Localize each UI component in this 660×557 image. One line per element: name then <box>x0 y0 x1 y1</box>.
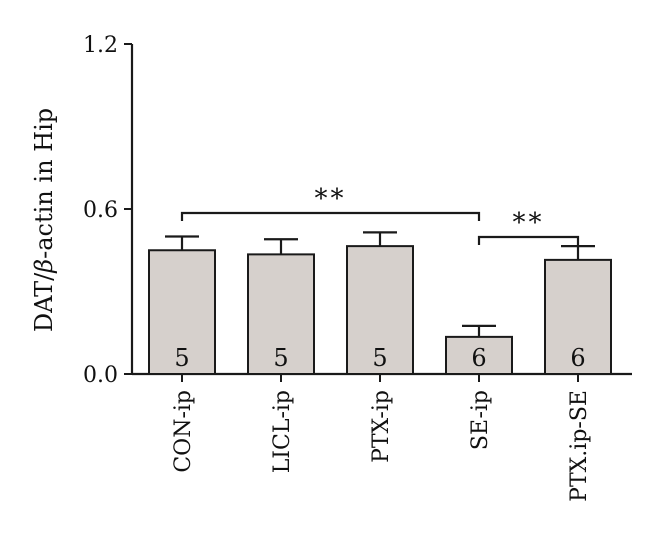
bar-n-label: 6 <box>471 344 486 372</box>
y-axis-label-suffix: -actin in Hip <box>30 108 58 259</box>
y-tick-label: 0.6 <box>83 198 118 223</box>
x-category-label: PTX.ip-SE <box>567 390 592 502</box>
plot-area: 0.0 0.6 1.2 5 CON-ip 5 LICL-ip 5 PTX-ip 6 SE-ip 6 PT… <box>83 33 632 502</box>
y-axis-label-greek: β <box>30 259 58 274</box>
significance-bracket <box>180 211 481 221</box>
y-tick-label: 1.2 <box>83 33 118 58</box>
y-axis-label: DAT/β-actin in Hip <box>30 108 58 332</box>
significance-label: ** <box>315 184 347 214</box>
bar-n-label: 5 <box>372 344 387 372</box>
x-category-label: SE-ip <box>468 390 493 450</box>
bar <box>544 258 612 375</box>
y-tick-label: 0.0 <box>83 363 118 388</box>
x-category-label: PTX-ip <box>369 390 394 463</box>
x-category-label: LICL-ip <box>270 390 295 473</box>
bar <box>247 253 315 375</box>
bar <box>346 245 414 375</box>
bar-n-label: 5 <box>273 344 288 372</box>
significance-label: ** <box>513 208 545 238</box>
x-category-label: CON-ip <box>171 390 196 473</box>
bar-n-label: 5 <box>174 344 189 372</box>
significance-bracket <box>477 235 580 245</box>
bar <box>445 335 513 375</box>
bar-n-label: 6 <box>570 344 585 372</box>
y-axis-label-prefix: DAT/ <box>30 272 58 332</box>
